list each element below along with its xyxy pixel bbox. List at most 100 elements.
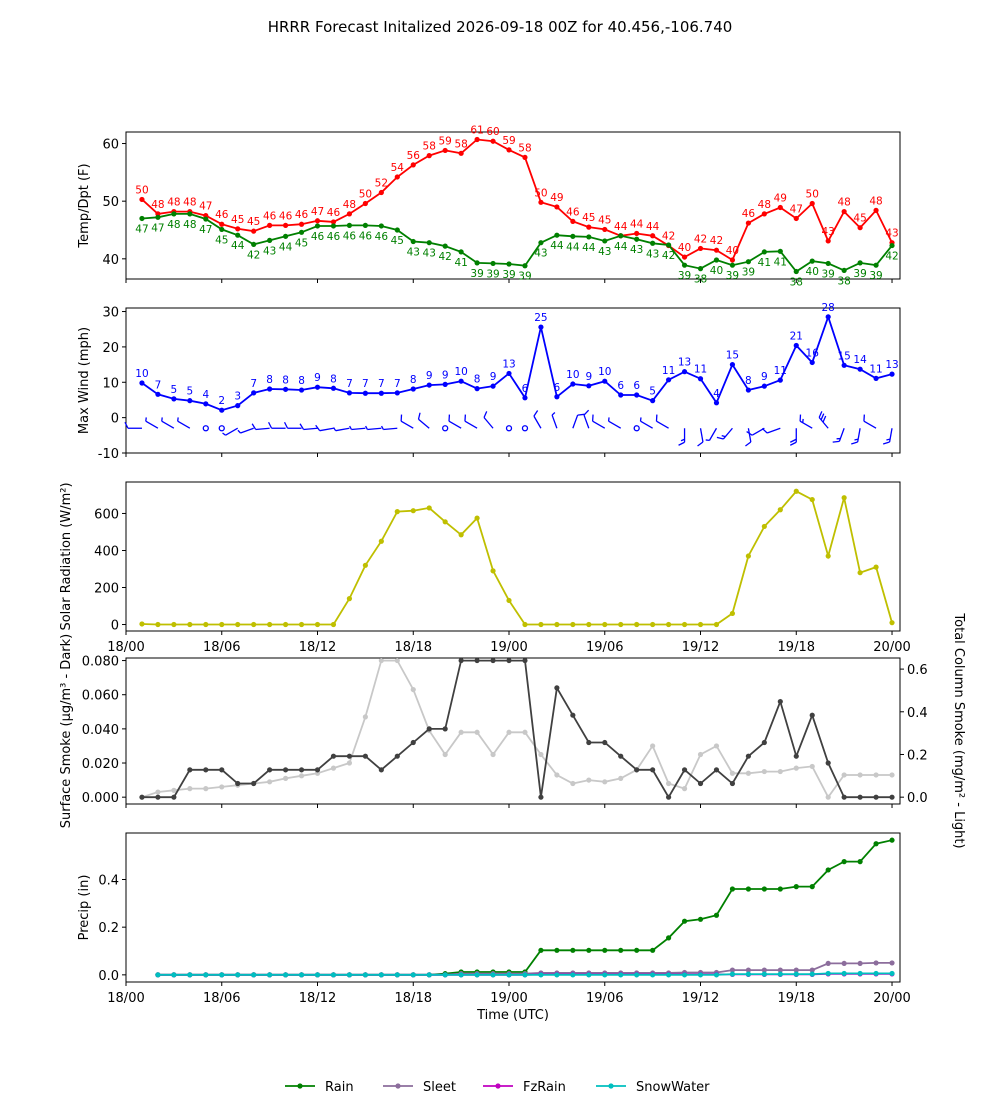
wind-barb [218, 425, 225, 432]
data-point-smoke_light [362, 714, 368, 720]
data-label-wind: 9 [442, 369, 449, 381]
data-label-wind: 13 [885, 359, 898, 371]
wind-barb [832, 428, 845, 443]
data-point-sleet [841, 960, 847, 967]
y-tick-label: 40 [102, 253, 119, 268]
data-label-temp: 46 [263, 210, 277, 222]
wind-barb-half [333, 427, 337, 432]
wind-barb-staff [656, 420, 669, 429]
data-label-temp: 46 [742, 208, 756, 220]
data-label-temp: 45 [598, 214, 611, 226]
data-point-dewpoint [538, 240, 544, 246]
data-label-wind: 5 [171, 384, 178, 396]
wind-barb [716, 427, 733, 440]
data-point-solar [729, 610, 736, 617]
series-line-smoke_dark [142, 659, 892, 799]
wind-barb [583, 409, 590, 429]
wind-barb-flag [315, 424, 321, 432]
wind-barb [607, 417, 622, 429]
data-point-wind [634, 392, 640, 398]
wind-barb-half [365, 425, 368, 430]
plot-frame [125, 832, 901, 983]
data-point-temp [729, 257, 736, 263]
x-tick-label: 19/12 [682, 991, 719, 1006]
data-point-wind [362, 390, 368, 396]
data-point-dewpoint [586, 234, 592, 240]
data-label-temp: 49 [550, 192, 563, 204]
data-point-solar [314, 621, 321, 628]
data-point-smoke_light [330, 765, 337, 771]
legend-marker-snow [608, 1083, 614, 1089]
data-label-temp: 48 [151, 199, 164, 211]
data-label-wind: 13 [502, 358, 515, 370]
data-label-temp: 46 [215, 209, 229, 221]
data-point-solar [650, 621, 656, 628]
data-point-snow [618, 972, 624, 978]
data-point-temp [235, 226, 241, 232]
data-point-smoke_light [554, 772, 560, 778]
data-point-dewpoint [442, 243, 448, 249]
data-point-smoke_light [298, 773, 305, 779]
wind-barb [633, 425, 640, 432]
data-label-dewpoint: 42 [662, 250, 675, 262]
wind-barb-half [177, 417, 179, 422]
wind-barb-flag [716, 436, 724, 440]
data-label-temp: 48 [869, 195, 882, 207]
y-tick-label: 20 [102, 341, 119, 356]
data-point-rain [681, 918, 688, 924]
data-label-dewpoint: 40 [806, 266, 819, 278]
data-point-smoke_light [506, 729, 512, 735]
data-label-wind: 16 [806, 347, 820, 359]
wind-barb-staff [255, 427, 270, 431]
wind-barb-flag [577, 413, 585, 416]
y-tick-label: 400 [94, 544, 119, 559]
data-point-snow [889, 970, 895, 977]
data-label-dewpoint: 45 [391, 235, 404, 247]
data-point-temp [442, 147, 448, 154]
data-point-dewpoint [506, 261, 512, 267]
data-label-temp: 49 [774, 193, 787, 205]
data-label-temp: 43 [821, 226, 834, 238]
data-label-temp: 42 [662, 231, 675, 243]
wind-barb-flag [882, 441, 890, 445]
y-tick-label-right: 0.2 [907, 748, 928, 763]
wind-barb-flag [678, 441, 685, 446]
data-point-smoke_light [777, 768, 783, 775]
x-tick-label: 19/18 [778, 640, 815, 655]
data-point-rain [602, 947, 608, 953]
data-point-wind [841, 362, 847, 368]
data-point-dewpoint [713, 257, 720, 263]
data-point-smoke_dark [235, 780, 241, 787]
wind-barb-flag [822, 415, 827, 423]
y-axis-label: Temp/Dpt (F) [77, 163, 92, 248]
series-line-wind [141, 313, 893, 412]
data-point-solar [251, 621, 257, 628]
data-point-dewpoint [570, 233, 576, 239]
data-point-smoke_dark [282, 767, 289, 773]
plot-frame [125, 307, 901, 454]
data-point-sleet [729, 967, 736, 973]
data-point-solar [825, 553, 831, 559]
wind-barb-half [705, 439, 710, 442]
data-label-wind: 4 [202, 389, 209, 401]
x-tick-label: 19/00 [490, 991, 527, 1006]
wind-barb-half [161, 417, 163, 422]
data-label-temp: 42 [694, 233, 707, 245]
data-point-temp [857, 225, 863, 231]
data-point-smoke_light [697, 751, 704, 758]
data-point-sleet [857, 960, 863, 967]
data-point-snow [506, 972, 512, 978]
wind-barb [483, 411, 494, 429]
data-point-smoke_dark [825, 760, 831, 766]
data-point-smoke_dark [745, 753, 751, 759]
data-point-dewpoint [394, 227, 400, 233]
data-point-smoke_dark [155, 794, 161, 800]
wind-barb-staff [240, 427, 254, 434]
data-point-smoke_dark [139, 794, 145, 800]
wind-barb [448, 414, 462, 429]
data-point-rain [570, 947, 576, 953]
wind-barb-staff [551, 414, 558, 429]
data-point-temp [426, 153, 432, 159]
wind-barb-staff [225, 427, 239, 436]
data-point-solar [554, 621, 560, 628]
